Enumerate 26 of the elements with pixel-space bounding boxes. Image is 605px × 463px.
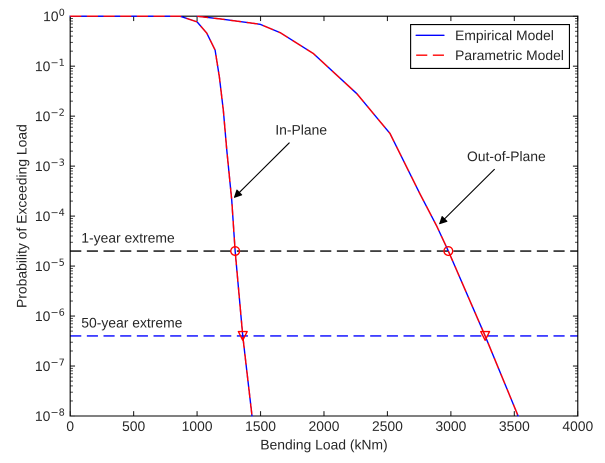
annotation: Out-of-Plane xyxy=(468,151,546,162)
x-tick-label: 1500 xyxy=(246,421,276,432)
x-axis-title: Bending Load (kNm) xyxy=(261,439,387,452)
y-tick-label: 10$^{−5}$ xyxy=(36,258,64,272)
y-tick-label: 10$^{0}$ xyxy=(44,8,64,22)
y-tick-label: 10$^{−8}$ xyxy=(36,408,64,422)
legend-label: Empirical Model xyxy=(456,30,553,44)
legend-label: Parametric Model xyxy=(456,50,563,60)
x-tick-label: 3000 xyxy=(436,421,466,432)
y-tick-label: 10$^{−1}$ xyxy=(36,58,64,72)
x-tick-label: 500 xyxy=(122,421,145,432)
y-tick-label: 10$^{−2}$ xyxy=(36,108,64,122)
y-tick-label: 10$^{−6}$ xyxy=(36,308,64,322)
y-tick-label: 10$^{−3}$ xyxy=(36,158,64,172)
ref-line-label: 50-year extreme xyxy=(82,318,182,330)
x-tick-label: 1000 xyxy=(182,421,212,432)
ref-line-label: 1-year extreme xyxy=(82,233,174,246)
y-tick-label: 10$^{−4}$ xyxy=(36,208,64,222)
x-tick-label: 3500 xyxy=(499,421,530,432)
x-tick-label: 2000 xyxy=(309,421,339,432)
annotation: In-Plane xyxy=(276,124,326,135)
x-tick-label: 2500 xyxy=(372,421,402,432)
x-tick-label: 0 xyxy=(66,421,74,432)
y-tick-label: 10$^{−7}$ xyxy=(36,358,64,372)
y-axis-title: Probability of Exceeding Load xyxy=(16,125,30,307)
x-tick-label: 4000 xyxy=(562,421,593,432)
